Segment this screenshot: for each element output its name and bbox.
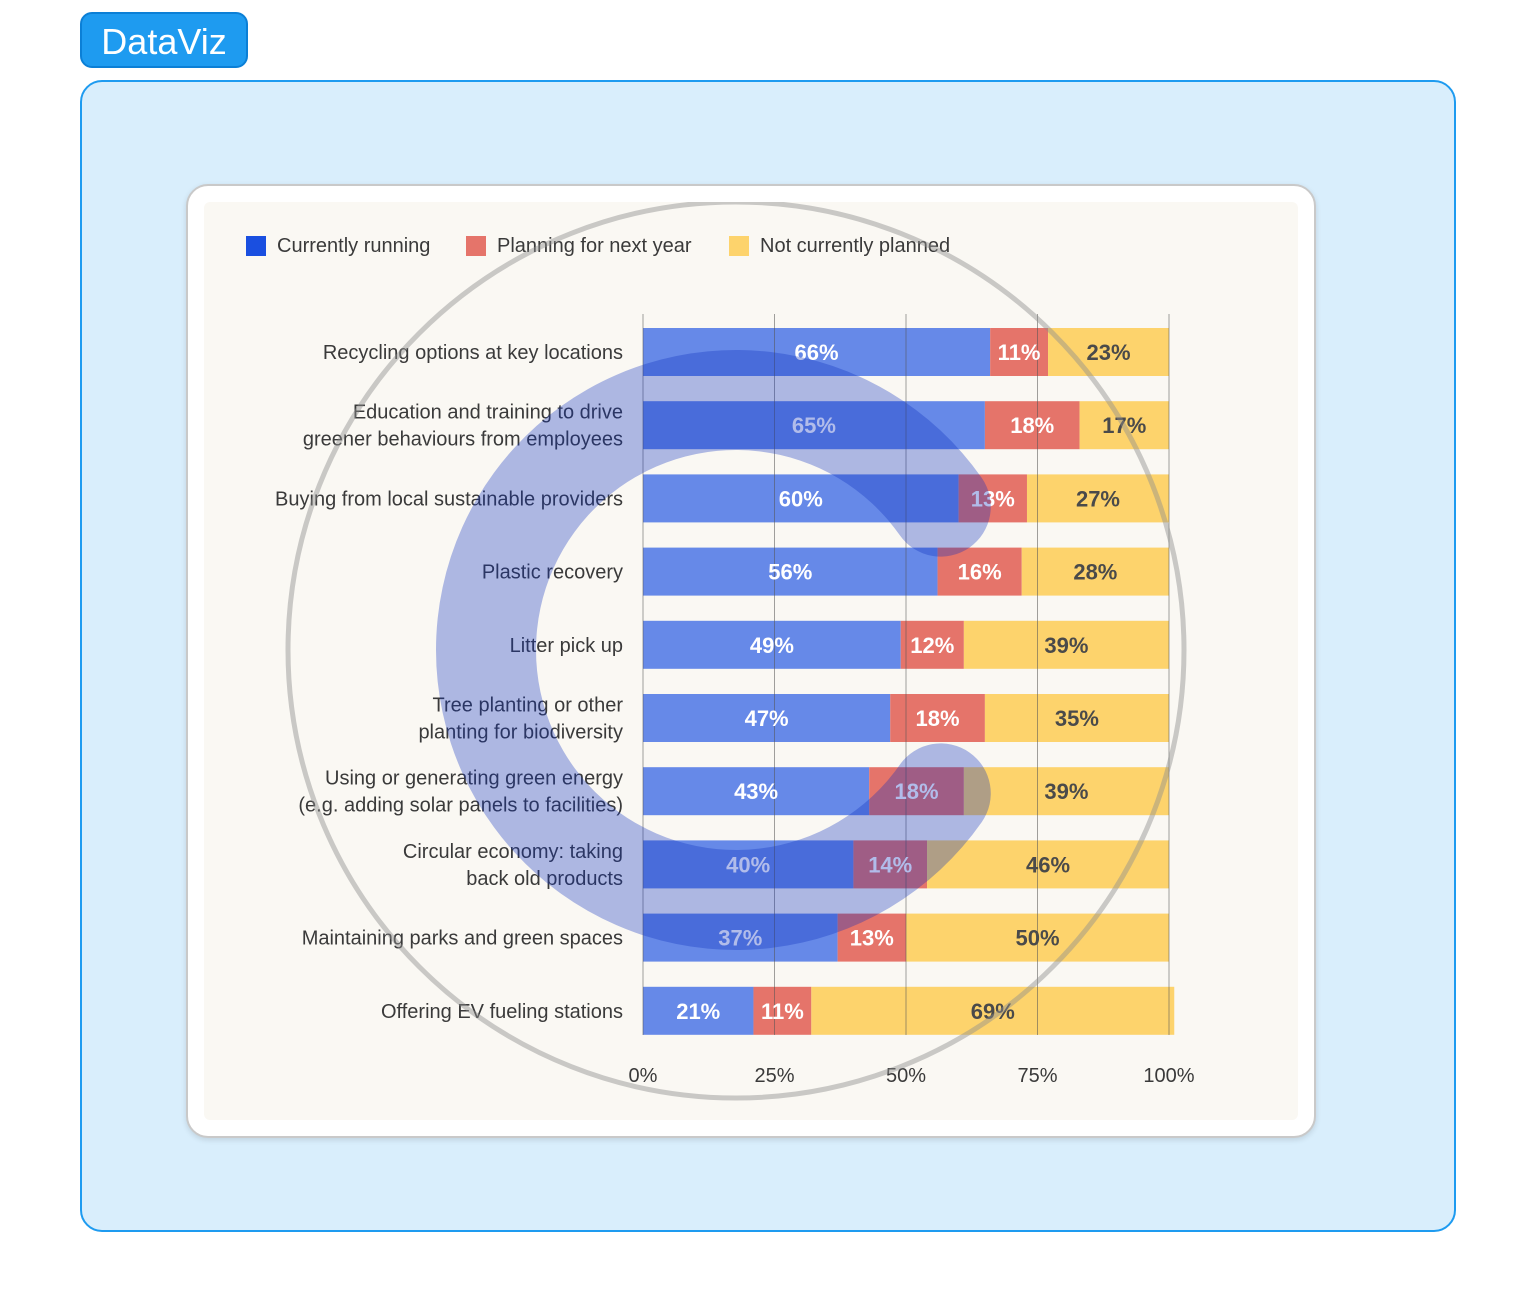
bar-segment: [853, 840, 928, 889]
watermark-ring: [285, 202, 1187, 1101]
bar-segment: [937, 547, 1022, 596]
bar-segment: [990, 328, 1049, 376]
bar-segment: [643, 694, 891, 742]
legend-label: Not currently planned: [760, 235, 950, 257]
watermark-logo: [285, 202, 1187, 1101]
bars-layer: [643, 328, 1175, 1035]
bar-segment: [984, 401, 1080, 450]
data-label: 13%: [850, 926, 894, 951]
bar-segment: [963, 620, 1169, 669]
data-label: 28%: [1073, 560, 1117, 585]
category-label: planting for biodiversity: [418, 722, 623, 744]
bar-segment: [643, 401, 985, 450]
bar-segment: [643, 328, 991, 376]
data-label: 37%: [718, 926, 762, 951]
data-label: 11%: [761, 999, 804, 1024]
grid-layer: [642, 314, 1170, 1035]
data-label: 18%: [894, 779, 938, 804]
data-label: 66%: [795, 340, 839, 365]
stacked-bar-chart: 66% 11% 23% 65% 18% 17% 60% 13% 27% 56% 16% 28% 49% 1…: [246, 202, 1195, 1101]
data-label: 12%: [910, 633, 954, 658]
data-label: 49%: [750, 633, 794, 658]
bar-segment: [643, 986, 754, 1035]
bar-segment: [958, 474, 1027, 523]
data-label: 13%: [971, 486, 1015, 511]
data-label: 14%: [868, 852, 912, 877]
data-label: 11%: [998, 340, 1041, 365]
x-tick-label: 0%: [629, 1065, 658, 1087]
legend-label: Currently running: [277, 235, 430, 257]
legend: Currently running Planning for next year N…: [246, 235, 950, 257]
data-label: 60%: [779, 486, 823, 511]
bar-segment: [927, 840, 1169, 889]
category-label: Maintaining parks and green spaces: [302, 928, 623, 950]
category-label: Tree planting or other: [433, 695, 624, 717]
legend-label: Planning for next year: [497, 235, 692, 257]
data-label: 35%: [1055, 706, 1099, 731]
data-label: 50%: [1015, 926, 1059, 951]
data-label: 56%: [768, 560, 812, 585]
data-label: 43%: [734, 779, 778, 804]
category-label: Circular economy: taking: [403, 841, 623, 863]
data-label: 47%: [745, 706, 789, 731]
legend-swatch: [466, 236, 486, 256]
category-label: Using or generating green energy: [325, 768, 623, 790]
watermark-c-glyph: [436, 350, 991, 950]
category-label: Litter pick up: [510, 635, 623, 657]
labels-layer: 66% 11% 23% 65% 18% 17% 60% 13% 27% 56% 16% 28% 49% 1…: [275, 340, 1195, 1087]
category-label: Offering EV fueling stations: [381, 1001, 623, 1023]
category-label: Education and training to drive: [353, 402, 623, 424]
x-tick-label: 100%: [1143, 1065, 1194, 1087]
category-label: back old products: [466, 868, 623, 890]
bar-segment: [1079, 401, 1169, 450]
data-label: 39%: [1044, 779, 1088, 804]
bar-segment: [1021, 547, 1169, 596]
data-label: 69%: [971, 999, 1015, 1024]
bar-segment: [837, 913, 906, 962]
bar-segment: [643, 547, 938, 596]
legend-swatch: [729, 236, 749, 256]
legend-swatch: [246, 236, 266, 256]
bar-segment: [984, 694, 1169, 742]
data-label: 46%: [1026, 852, 1070, 877]
category-label: (e.g. adding solar panels to facilities): [298, 795, 623, 817]
bar-segment: [1048, 328, 1169, 376]
bar-segment: [643, 767, 870, 816]
bar-segment: [753, 986, 812, 1035]
category-label: greener behaviours from employees: [303, 429, 623, 451]
data-label: 21%: [676, 999, 720, 1024]
x-tick-label: 25%: [754, 1065, 794, 1087]
data-label: 65%: [792, 413, 836, 438]
data-label: 18%: [1010, 413, 1054, 438]
category-label: Recycling options at key locations: [323, 342, 623, 364]
data-label: 39%: [1044, 633, 1088, 658]
bar-segment: [963, 767, 1169, 816]
x-tick-label: 50%: [886, 1065, 926, 1087]
x-tick-label: 75%: [1017, 1065, 1057, 1087]
bar-segment: [643, 620, 901, 669]
bar-segment: [869, 767, 964, 816]
bar-segment: [900, 620, 964, 669]
dataviz-badge: DataViz: [80, 12, 248, 68]
data-label: 17%: [1102, 413, 1146, 438]
category-label: Buying from local sustainable providers: [275, 488, 623, 510]
bar-segment: [643, 840, 854, 889]
data-label: 18%: [916, 706, 960, 731]
data-label: 40%: [726, 852, 770, 877]
data-label: 16%: [958, 560, 1002, 585]
bar-segment: [643, 913, 838, 962]
data-label: 23%: [1086, 340, 1130, 365]
bar-segment: [811, 986, 1175, 1035]
category-label: Plastic recovery: [482, 562, 623, 584]
data-label: 27%: [1076, 486, 1120, 511]
bar-segment: [1026, 474, 1169, 523]
